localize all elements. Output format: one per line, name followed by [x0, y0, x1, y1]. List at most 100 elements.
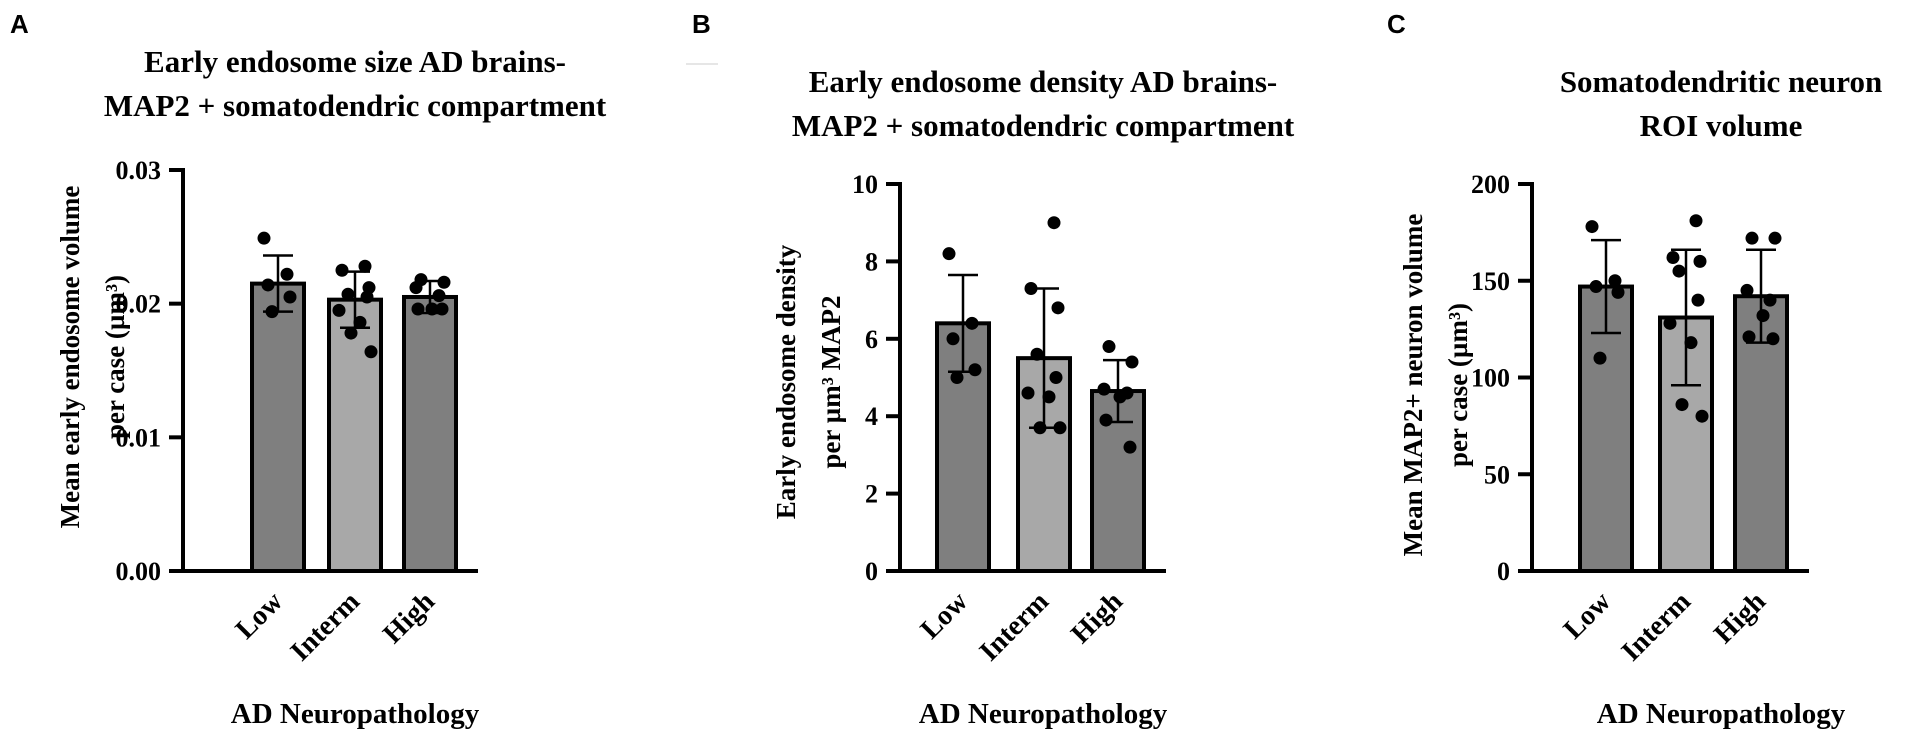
x-tick-label: Low	[915, 585, 975, 645]
data-point	[280, 267, 294, 281]
data-point	[946, 332, 960, 346]
y-tick-label: 200	[1471, 170, 1510, 199]
data-point	[1663, 316, 1677, 330]
data-point	[1689, 214, 1703, 228]
data-point	[1684, 336, 1698, 350]
y-tick-label: 2	[865, 480, 878, 509]
data-point	[1695, 409, 1709, 423]
y-tick-label: 0.00	[116, 557, 162, 586]
data-point	[1611, 285, 1625, 299]
data-point	[1123, 440, 1137, 454]
x-tick-label: High	[377, 586, 441, 650]
y-tick-label: 0.02	[116, 290, 162, 319]
data-point	[1666, 251, 1680, 265]
y-tick-label: 100	[1471, 364, 1510, 393]
panel-c-title-line-2: ROI volume	[1640, 108, 1803, 143]
y-tick-label: 150	[1471, 267, 1510, 296]
data-point	[1745, 231, 1759, 245]
panel-c-ylabel-line-2: per case (µm³)	[1443, 303, 1473, 467]
data-point	[1024, 281, 1038, 295]
y-tick-label: 0.01	[116, 423, 162, 452]
data-point	[1740, 283, 1754, 297]
data-point	[965, 316, 979, 330]
data-point	[341, 287, 355, 301]
data-point	[360, 290, 374, 304]
data-point	[432, 289, 446, 303]
data-point	[332, 303, 346, 317]
panel-a-ylabel-line-1: Mean early endosome volume	[55, 186, 85, 529]
panel-a-title-line-2: MAP2 + somatodendric compartment	[104, 88, 607, 123]
data-point	[1742, 330, 1756, 344]
data-point	[257, 231, 271, 245]
data-point	[344, 326, 358, 340]
y-tick-label: 0.03	[116, 156, 162, 185]
x-tick-label: High	[1065, 586, 1129, 650]
panel-a-ylabel-line-2: per case (µm³)	[100, 275, 130, 439]
data-point	[435, 302, 449, 316]
data-point	[353, 315, 367, 329]
data-point	[265, 305, 279, 319]
panel-a: A Early endosome size AD brains- MAP2 + …	[10, 9, 607, 730]
y-tick-label: 0	[1497, 557, 1510, 586]
data-point	[1030, 347, 1044, 361]
data-point	[283, 290, 297, 304]
panel-b-ylabel-line-1: Early endosome density	[771, 244, 801, 519]
data-point	[1691, 293, 1705, 307]
data-point	[411, 302, 425, 316]
panel-c-xlabel: AD Neuropathology	[1597, 698, 1846, 730]
x-tick-label: Interm	[285, 586, 366, 667]
data-point	[1113, 390, 1127, 404]
data-point	[1675, 398, 1689, 412]
data-point	[358, 259, 372, 273]
data-point	[1097, 382, 1111, 396]
data-point	[1589, 280, 1603, 294]
data-point	[1099, 413, 1113, 427]
bar	[250, 281, 306, 573]
data-point	[942, 247, 956, 261]
data-point	[364, 345, 378, 359]
data-point	[1672, 264, 1686, 278]
y-tick-label: 10	[852, 170, 878, 199]
data-point	[1033, 421, 1047, 435]
panel-c-ylabel-line-1: Mean MAP2+ neuron volume	[1398, 214, 1428, 557]
panel-b-plot: 0 2 4 6 8 10 Low Interm High	[852, 170, 1166, 667]
data-point	[1047, 216, 1061, 230]
data-point	[1021, 386, 1035, 400]
y-tick-label: 0	[865, 557, 878, 586]
panel-b-title-line-2: MAP2 + somatodendric compartment	[792, 108, 1295, 143]
panel-c: C Somatodendritic neuron ROI volume Mean…	[1387, 9, 1882, 730]
data-point	[1763, 293, 1777, 307]
panel-b-title-line-1: Early endosome density AD brains-	[809, 64, 1277, 99]
data-point	[1608, 274, 1622, 288]
panel-a-title-line-1: Early endosome size AD brains-	[144, 44, 566, 79]
data-point	[335, 263, 349, 277]
data-point	[1693, 254, 1707, 268]
panel-label-a: A	[10, 9, 29, 39]
panel-b-ylabel-line-2: per µm³ MAP2	[816, 295, 846, 468]
panel-b-xlabel: AD Neuropathology	[919, 698, 1168, 730]
panel-label-c: C	[1387, 9, 1406, 39]
data-point	[1042, 390, 1056, 404]
data-point	[1049, 371, 1063, 384]
panel-c-title-line-1: Somatodendritic neuron	[1560, 64, 1882, 99]
x-tick-label: Interm	[1616, 586, 1697, 667]
x-tick-label: High	[1708, 586, 1772, 650]
data-point	[409, 281, 423, 295]
y-tick-label: 8	[865, 247, 878, 276]
data-point	[968, 363, 982, 377]
panel-b: B Early endosome density AD brains- MAP2…	[692, 9, 1295, 730]
data-point	[1051, 301, 1065, 315]
x-tick-label: Low	[1558, 585, 1618, 645]
data-point	[1766, 332, 1780, 346]
data-point	[437, 275, 451, 289]
data-point	[950, 371, 964, 384]
data-point	[1125, 355, 1139, 369]
x-tick-label: Interm	[974, 586, 1055, 667]
y-tick-label: 50	[1484, 460, 1510, 489]
data-point	[261, 278, 275, 292]
bar	[402, 294, 458, 573]
data-point	[1053, 421, 1067, 435]
